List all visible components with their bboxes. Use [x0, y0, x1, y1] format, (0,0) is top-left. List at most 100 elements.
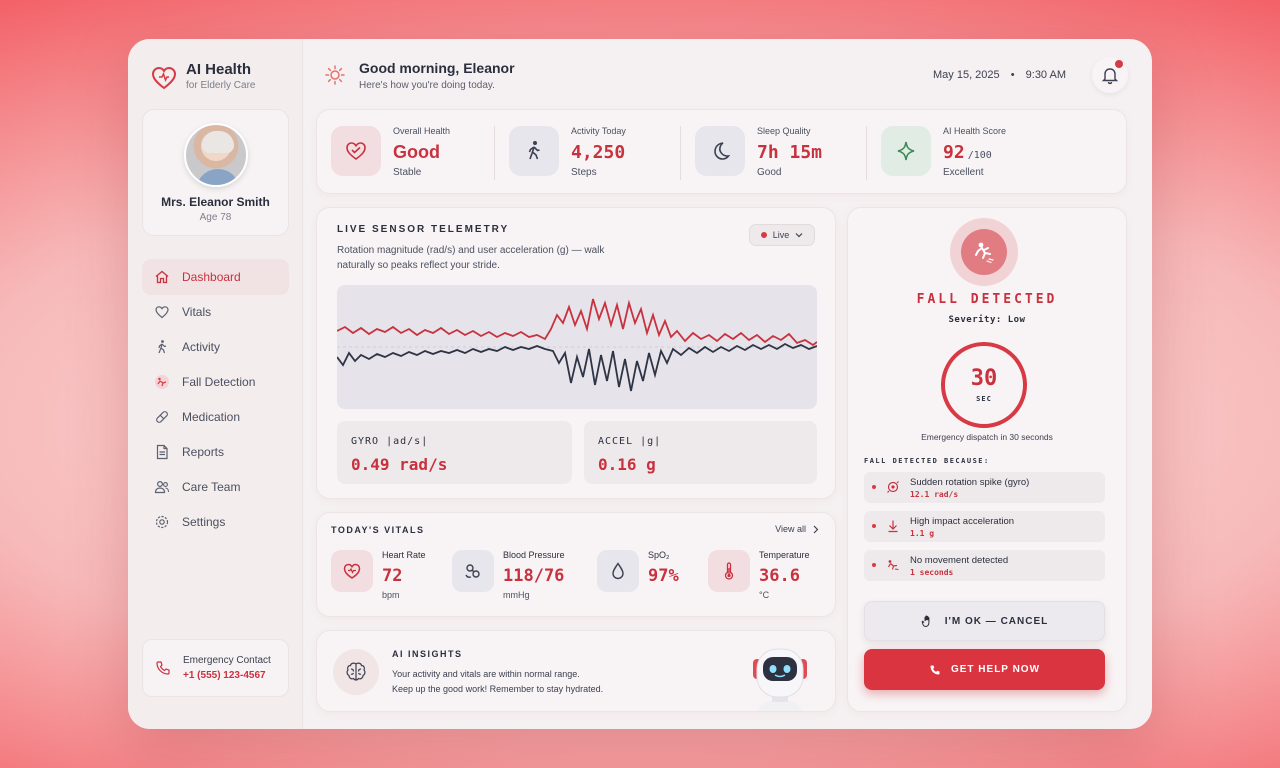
time: 9:30 AM [1025, 69, 1066, 81]
sidebar: AI Health for Elderly Care Mrs. Eleanor … [128, 39, 303, 729]
summary-sub: Good [757, 167, 782, 178]
im-ok-cancel-button[interactable]: I'M OK — CANCEL [864, 601, 1105, 641]
divider [866, 126, 867, 180]
bell-icon [1101, 68, 1119, 85]
get-help-label: GET HELP NOW [950, 664, 1041, 675]
sidebar-item-activity[interactable]: Activity [142, 329, 289, 365]
gear-icon [155, 515, 169, 529]
telemetry-title: LIVE SENSOR TELEMETRY [337, 224, 510, 235]
vitals-card: TODAY'S VITALS View all Heart Rate 72 bp… [316, 512, 836, 617]
sidebar-item-care-team[interactable]: Care Team [142, 469, 289, 505]
emergency-contact[interactable]: Emergency Contact +1 (555) 123-4567 [142, 639, 289, 697]
telemetry-card: LIVE SENSOR TELEMETRY Rotation magnitude… [316, 207, 836, 499]
health-summary: Overall Health Good Stable Activity Toda… [316, 109, 1127, 194]
brand-title: AI Health [186, 61, 252, 78]
summary-overall-health[interactable]: Overall Health Good Stable [331, 126, 450, 180]
vital-unit: mmHg [503, 590, 530, 600]
reason-value: 12.1 rad/s [910, 490, 959, 499]
sparkle-icon [881, 126, 931, 176]
summary-value: 92 [943, 142, 965, 163]
chevron-down-icon [795, 233, 803, 238]
vital-label: Blood Pressure [503, 550, 565, 560]
vital-unit: °C [759, 590, 770, 600]
fall-alert-badge [950, 218, 1018, 286]
vital-value: 97% [648, 566, 679, 586]
vital-unit: bpm [382, 590, 400, 600]
because-label: FALL DETECTED BECAUSE: [864, 457, 990, 465]
sidebar-item-settings[interactable]: Settings [142, 504, 289, 540]
telemetry-chart [336, 285, 818, 409]
summary-label: Overall Health [393, 126, 451, 136]
sidebar-item-vitals[interactable]: Vitals [142, 294, 289, 330]
date-time: May 15, 2025 • 9:30 AM [933, 69, 1066, 81]
vital-value: 72 [382, 566, 403, 586]
sidebar-item-fall-detection[interactable]: Fall Detection [142, 364, 289, 400]
summary-ai-score[interactable]: AI Health Score 92/100 Excellent [881, 126, 1006, 180]
vital-value: 36.6 [759, 566, 800, 586]
bullet-icon [872, 485, 876, 489]
app-window: AI Health for Elderly Care Mrs. Eleanor … [128, 39, 1152, 729]
live-dot-icon [760, 232, 767, 238]
countdown-ring: 30 SEC [941, 342, 1027, 428]
accel-value: 0.16 g [598, 455, 656, 474]
heart-icon [331, 550, 373, 592]
get-help-now-button[interactable]: GET HELP NOW [864, 649, 1105, 690]
vital-blood-pressure[interactable]: Blood Pressure 118/76 mmHg [452, 550, 565, 600]
droplet-icon [597, 550, 639, 592]
reason-item: No movement detected 1 seconds [864, 550, 1105, 581]
arrow-down-icon [888, 520, 898, 533]
vital-temperature[interactable]: Temperature 36.6 °C [708, 550, 810, 600]
sidebar-item-dashboard[interactable]: Dashboard [142, 259, 289, 295]
avatar [183, 123, 248, 187]
emergency-phone[interactable]: +1 (555) 123-4567 [183, 670, 266, 681]
fall-icon [887, 560, 899, 570]
brand[interactable]: AI Health for Elderly Care [150, 61, 255, 92]
users-icon [154, 480, 170, 494]
vitals-title: TODAY'S VITALS [331, 525, 425, 535]
sidebar-item-medication[interactable]: Medication [142, 399, 289, 435]
sidebar-item-reports[interactable]: Reports [142, 434, 289, 470]
header: Good morning, Eleanor Here's how you're … [303, 39, 1152, 109]
vital-label: Temperature [759, 550, 810, 560]
bullet-icon [872, 524, 876, 528]
thermometer-icon [708, 550, 750, 592]
summary-activity[interactable]: Activity Today 4,250 Steps [509, 126, 626, 180]
phone-icon [930, 665, 940, 674]
profile-name: Mrs. Eleanor Smith [161, 195, 270, 209]
vital-spo2[interactable]: SpO₂ 97% [597, 550, 679, 592]
divider [680, 126, 681, 180]
gyro-metric: GYRO |ad/s| 0.49 rad/s [337, 421, 572, 484]
notifications-button[interactable] [1092, 57, 1128, 93]
heart-icon [331, 126, 381, 176]
sidebar-item-label: Care Team [182, 480, 241, 494]
fall-detection-panel: FALL DETECTED Severity: Low 30 SEC Emerg… [847, 207, 1127, 712]
im-ok-label: I'M OK — CANCEL [944, 615, 1049, 627]
countdown-unit: SEC [976, 395, 992, 403]
telemetry-description: Rotation magnitude (rad/s) and user acce… [337, 245, 605, 271]
moon-icon [695, 126, 745, 176]
sidebar-item-label: Reports [182, 445, 225, 459]
heart-logo-icon [151, 66, 177, 90]
vital-value: 118/76 [503, 566, 565, 586]
vital-label: Heart Rate [382, 550, 426, 560]
view-all-link[interactable]: View all [775, 524, 819, 534]
summary-value: 4,250 [571, 142, 626, 163]
accel-label: ACCEL |g| [598, 436, 662, 447]
insights-body: Your activity and vitals are within norm… [392, 667, 652, 697]
divider [494, 126, 495, 180]
accel-series-line [336, 342, 818, 392]
document-icon [156, 444, 168, 460]
profile-card[interactable]: Mrs. Eleanor Smith Age 78 [142, 109, 289, 236]
summary-sub: Excellent [943, 167, 984, 178]
live-label: Live [772, 230, 790, 240]
blood-pressure-icon [452, 550, 494, 592]
vital-heart-rate[interactable]: Heart Rate 72 bpm [331, 550, 426, 600]
vital-label: SpO₂ [648, 550, 670, 560]
summary-sleep[interactable]: Sleep Quality 7h 15m Good [695, 126, 822, 180]
walking-icon [509, 126, 559, 176]
live-dropdown[interactable]: Live [749, 224, 815, 246]
gyro-series-line [336, 298, 818, 347]
summary-unit: /100 [967, 150, 992, 161]
sun-icon [325, 65, 345, 85]
summary-sub: Steps [571, 167, 597, 178]
